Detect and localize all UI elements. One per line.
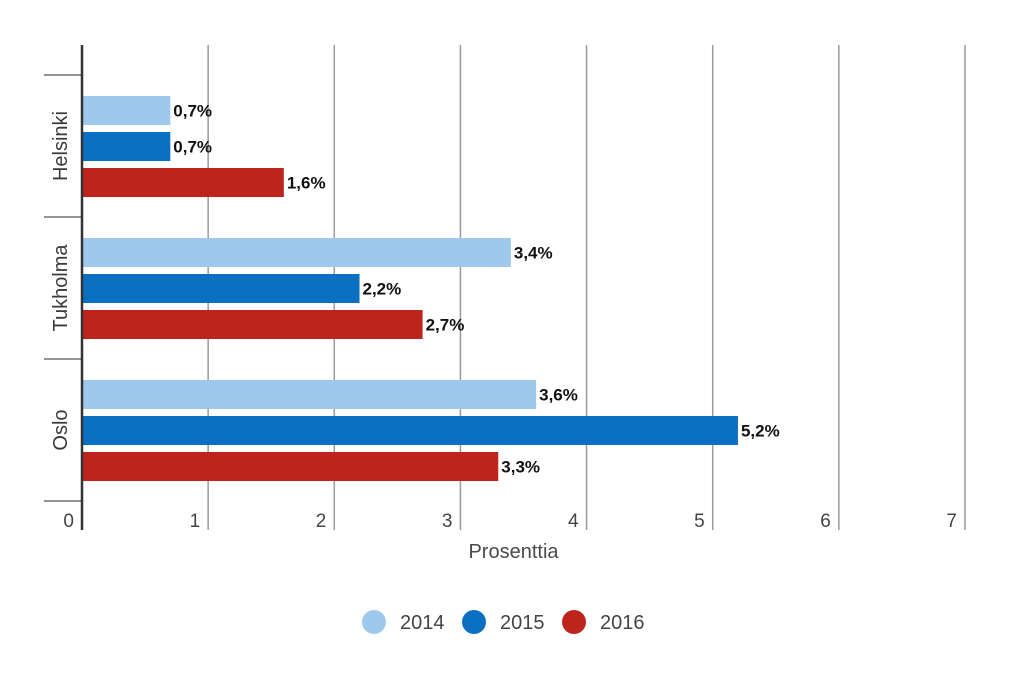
category-label-tukholma: Tukholma [50,244,72,332]
legend-marker-2016 [562,610,586,634]
data-label-oslo-2016: 3,3% [501,458,540,477]
data-label-helsinki-2015: 0,7% [173,138,212,157]
bar-oslo-2014 [82,380,537,409]
axes [44,45,84,530]
x-tick-label-4: 4 [568,511,579,532]
data-label-tukholma-2015: 2,2% [363,280,402,299]
data-label-tukholma-2014: 3,4% [514,244,553,263]
x-tick-label-3: 3 [442,511,453,532]
legend-marker-2014 [362,610,386,634]
category-label-helsinki: Helsinki [50,111,72,181]
x-tick-label-6: 6 [820,511,831,532]
data-label-oslo-2015: 5,2% [741,422,780,441]
bar-helsinki-2014 [82,96,171,125]
data-label-helsinki-2016: 1,6% [287,174,326,193]
legend-label-2016: 2016 [600,612,645,634]
data-label-oslo-2014: 3,6% [539,386,578,405]
x-tick-label-1: 1 [190,511,201,532]
gridlines [207,45,966,530]
data-label-tukholma-2016: 2,7% [426,316,465,335]
legend-label-2015: 2015 [500,612,545,634]
x-tick-label-7: 7 [946,511,957,532]
x-tick-label-2: 2 [316,511,327,532]
x-tick-label-5: 5 [694,511,705,532]
bar-oslo-2016 [82,452,499,481]
data-label-helsinki-2014: 0,7% [173,102,212,121]
legend-label-2014: 2014 [400,612,445,634]
category-label-oslo: Oslo [50,409,72,450]
bar-tukholma-2016 [82,310,423,339]
bar-tukholma-2015 [82,274,360,303]
bar-oslo-2015 [82,416,738,445]
labels: 0,7% 0,7% 1,6% Helsinki 3,4% 2,2% 2,7% Tukholma… [50,102,957,564]
bar-tukholma-2014 [82,238,511,267]
bar-helsinki-2016 [82,168,284,197]
legend: 2014 2015 2016 [362,610,645,634]
legend-marker-2015 [462,610,486,634]
x-tick-label-0: 0 [63,511,74,532]
bar-helsinki-2015 [82,132,171,161]
x-axis-label: Prosenttia [468,541,559,563]
bars [82,96,738,481]
